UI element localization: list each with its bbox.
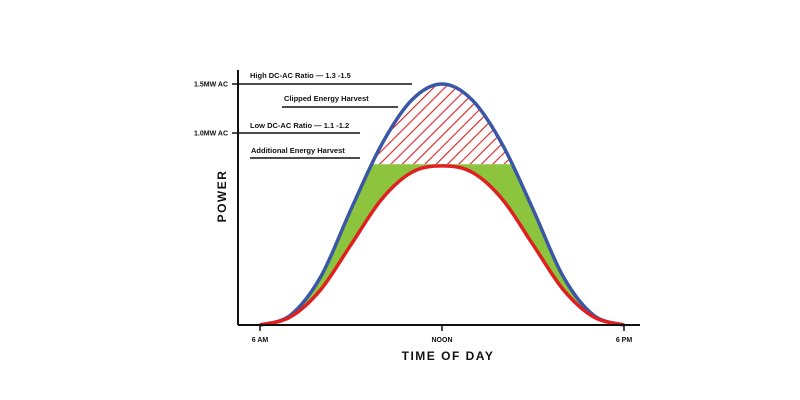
- x-tick-label-noon: NOON: [432, 337, 453, 344]
- y-axis-title: POWER: [215, 170, 229, 223]
- annotation-high-dc-ac: High DC-AC Ratio — 1.3 -1.5: [250, 71, 351, 80]
- x-tick-label-6am: 6 AM: [252, 337, 269, 344]
- annotation-clipped-energy: Clipped Energy Harvest: [284, 94, 369, 103]
- y-tick-label-1-0: 1.0MW AC: [194, 131, 228, 138]
- annotation-additional-energy: Additional Energy Harvest: [251, 146, 345, 155]
- x-tick-label-6pm: 6 PM: [616, 337, 633, 344]
- series-line-high-dc-ac: [259, 82, 625, 327]
- series-line-low-dc-ac: [259, 164, 625, 327]
- y-tick-label-1-5: 1.5MW AC: [194, 82, 228, 89]
- x-axis-title: TIME OF DAY: [402, 349, 495, 363]
- clipped-energy-region: [371, 84, 513, 165]
- annotation-low-dc-ac: Low DC-AC Ratio — 1.1 -1.2: [250, 121, 349, 130]
